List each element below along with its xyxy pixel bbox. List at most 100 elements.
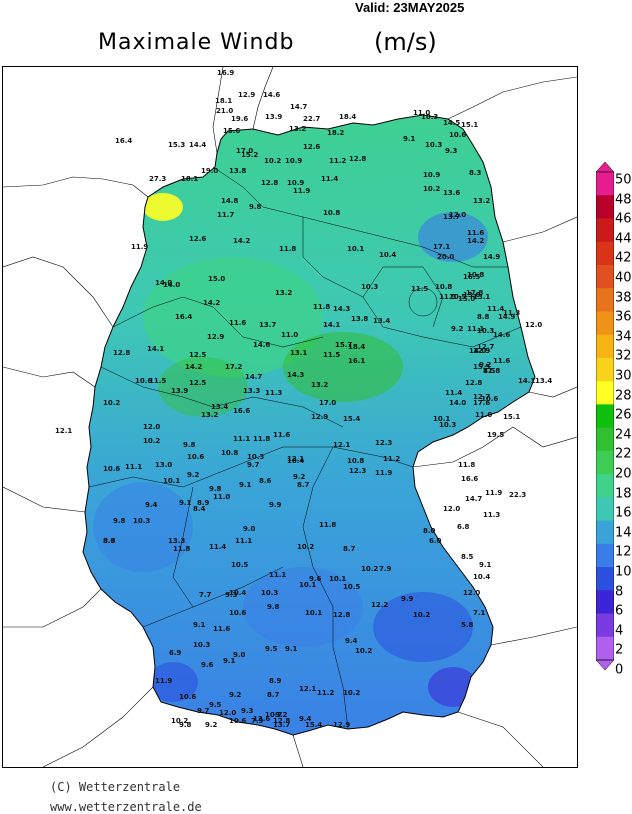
station-value: 10.3 [261,589,278,597]
station-value: 11.3 [265,389,282,397]
station-value: 12.8 [333,611,350,619]
station-value: 10.1 [329,575,346,583]
station-value: 11.5 [323,351,340,359]
station-value: 17.8 [466,289,483,297]
station-value: 10.6 [481,395,498,403]
station-value: 10.8 [323,209,340,217]
colorbar-segment [596,288,614,312]
station-value: 14.3 [287,371,304,379]
station-value: 9.1 [403,135,416,143]
station-value: 12.8 [273,717,290,725]
station-value: 14.0 [469,347,486,355]
station-value: 10.3 [193,641,210,649]
station-value: 11.9 [131,243,148,251]
station-value: 12.1 [333,441,350,449]
station-value: 13.3 [243,387,260,395]
station-value: 11.1 [235,537,252,545]
station-value: 7.1 [473,609,486,617]
station-value: 14.9 [498,313,515,321]
station-value: 15.0 [208,275,225,283]
station-value: 10.3 [439,421,456,429]
station-value: 18.4 [348,343,365,351]
station-value: 12.0 [463,589,480,597]
station-value: 12.1 [55,427,72,435]
colorbar-segment [596,590,614,615]
station-value-labels: 16.912.9 14.618.121.019.614.713.9 22.713.2… [55,69,552,729]
station-value: 18.1 [215,97,232,105]
colorbar-segment [596,381,614,405]
station-value: 13.6 [443,189,460,197]
station-value: 11.6 [229,319,246,327]
colorbar-segment [596,497,614,522]
station-value: 13.0 [155,461,172,469]
station-value: 16.6 [233,407,250,415]
colorbar-tick-label: 32 [615,348,632,364]
colorbar-tick-label: 20 [615,466,632,482]
footer-url[interactable]: www.wetterzentrale.de [50,800,202,814]
colorbar-labels: 50 48 46 44 42 40 38 36 34 32 30 28 26 24 22 20 18 16 14 12… [615,172,632,678]
station-value: 16.6 [461,475,478,483]
station-value: 11.6 [493,357,510,365]
colorbar-tick-label: 0 [615,662,624,678]
colorbar-segment [596,195,614,219]
station-value: 9.1 [239,481,252,489]
neighbor-borders [3,67,577,767]
footer-copyright: (C) Wetterzentrale [50,780,181,794]
station-value: 12.3 [349,467,366,475]
station-value: 11.8 [483,367,500,375]
station-value: 14.2 [233,237,250,245]
station-value: 11.3 [483,511,500,519]
station-value: 9.2 [293,473,306,481]
station-value: 9.1 [479,561,492,569]
colorbar-tick-label: 16 [615,505,632,521]
station-value: 11.8 [279,245,296,253]
station-value: 12.2 [371,601,388,609]
station-value: 10.6 [103,465,120,473]
station-value: 8.4 [193,505,206,513]
station-value: 10.5 [343,583,360,591]
station-value: 13.6 [253,715,270,723]
station-value: 15.5 [473,363,490,371]
station-value: 19.0 [201,167,218,175]
station-value: 13.7 [443,213,460,221]
station-value: 13.4 [211,403,228,411]
station-value: 10.8 [221,449,238,457]
station-value: 11.2 [383,455,400,463]
station-value: 11.6 [467,229,484,237]
station-value: 10.5 [231,561,248,569]
station-value: 9.9 [269,501,282,509]
station-value: 18.4 [339,113,356,121]
station-value: 9.6 [201,661,214,669]
colorbar-tick-label: 42 [615,250,632,266]
station-value: 14.2 [203,299,220,307]
station-value: 18.1 [181,175,198,183]
station-value: 11.3 [503,309,520,317]
station-value: 10.2 [343,689,360,697]
valid-date: Valid: 23MAY2025 [355,0,465,15]
station-value: 11.8 [253,435,270,443]
station-value: 11.6 [273,431,290,439]
wind-gust-map[interactable]: 16.9 12.9 14.6 18.1 21.0 19.6 14.7 13.9 22.7 13.2… [2,66,578,768]
map-canvas: 16.912.9 14.618.121.019.614.713.9 22.713.2… [3,67,577,767]
station-value: 18.2 [327,129,344,137]
station-value: 11.4 [321,175,338,183]
station-value: 16.5 [463,273,480,281]
station-value: 8.9 [103,537,116,545]
station-value: 9.2 [275,711,288,719]
station-value: 15.0 [458,295,475,303]
station-value: 14.1 [147,345,164,353]
station-value: 12.0 [443,505,460,513]
colorbar-top-arrow [596,162,614,173]
station-value: 8.7 [297,481,310,489]
colorbar-segment [596,567,614,591]
station-value: 11.0 [281,331,298,339]
station-value: 9.8 [113,517,126,525]
colorbar-tick-label: 4 [615,623,624,639]
station-value: 5.8 [461,621,474,629]
station-value: 12.9 [333,721,350,729]
station-value: 16.4 [175,313,192,321]
colorbar-tick-label: 12 [615,544,632,560]
colorbar-segment [596,404,614,429]
colorbar-tick-label: 6 [615,603,624,619]
station-value: 12.5 [189,351,206,359]
